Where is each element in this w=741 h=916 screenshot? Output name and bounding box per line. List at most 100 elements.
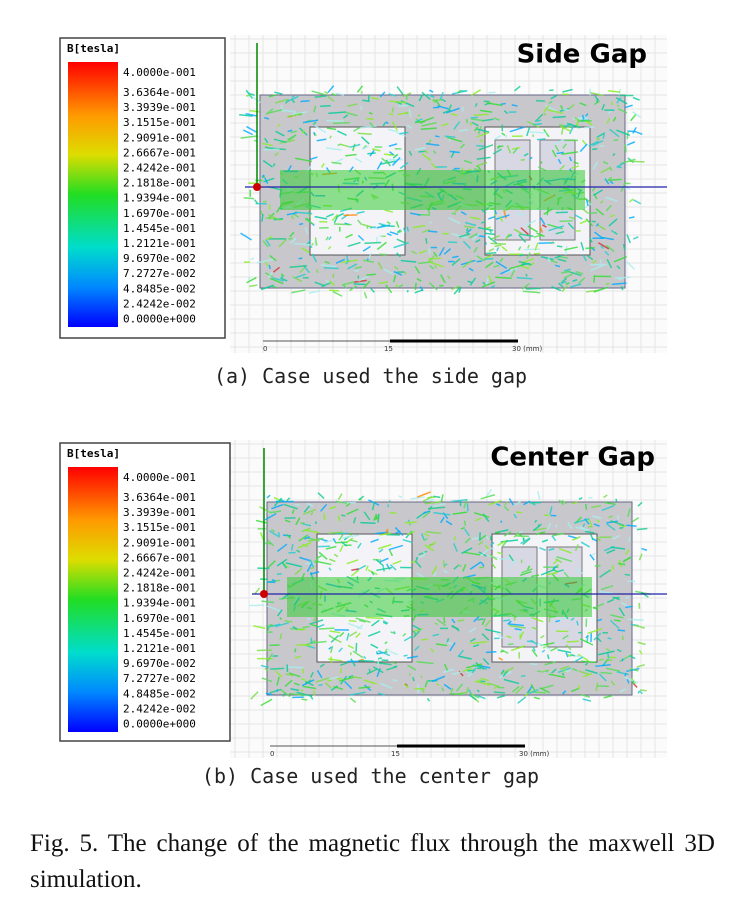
flux-vector: [559, 164, 566, 171]
flux-vector: [402, 632, 407, 637]
flux-vector: [566, 122, 582, 129]
flux-vector: [557, 158, 562, 164]
flux-vector: [534, 519, 538, 523]
legend-label: 9.6970e-002: [123, 657, 196, 670]
flux-vector: [462, 259, 473, 269]
flux-vector: [514, 85, 521, 92]
flux-vector: [416, 660, 434, 665]
flux-vector: [608, 178, 622, 181]
flux-vector: [537, 523, 542, 527]
flux-vector: [469, 216, 481, 220]
flux-vector: [375, 559, 385, 567]
flux-vector: [600, 245, 604, 250]
flux-vector: [527, 244, 530, 249]
flux-vector: [335, 92, 345, 96]
flux-vector: [559, 665, 570, 670]
flux-vector: [551, 149, 557, 158]
flux-vector: [555, 230, 565, 235]
flux-vector: [423, 537, 428, 541]
flux-vector: [490, 547, 494, 550]
flux-vector: [300, 677, 307, 682]
flux-vector: [312, 121, 317, 126]
legend-label: 7.2727e-002: [123, 267, 196, 280]
flux-vector: [567, 653, 572, 657]
flux-vector: [469, 637, 476, 643]
flux-vector: [563, 273, 573, 279]
flux-vector: [264, 272, 274, 278]
flux-vector: [324, 260, 330, 264]
flux-vector: [387, 128, 399, 133]
flux-vector: [379, 91, 386, 98]
flux-vector: [398, 283, 404, 288]
flux-vector: [478, 144, 494, 151]
flux-vector: [284, 679, 293, 688]
flux-vector: [266, 494, 271, 499]
flux-vector: [332, 290, 343, 297]
flux-vector: [239, 113, 253, 117]
flux-vector: [314, 281, 326, 287]
legend-title: B[tesla]: [67, 42, 120, 55]
flux-vector: [585, 669, 598, 675]
flux-vector: [335, 500, 348, 505]
flux-vector: [414, 146, 427, 151]
flux-vector: [548, 673, 566, 679]
flux-vector: [567, 521, 573, 529]
flux-vector: [393, 242, 409, 249]
flux-vector: [379, 557, 389, 563]
flux-vector: [422, 510, 431, 515]
flux-vector: [285, 673, 294, 677]
flux-vector: [289, 265, 307, 268]
flux-vector: [272, 277, 285, 282]
legend-label: 2.4242e-001: [123, 162, 196, 175]
flux-vector: [421, 153, 432, 162]
flux-vector: [354, 266, 363, 270]
flux-vector: [285, 562, 303, 568]
flux-vector: [424, 544, 435, 552]
flux-vector: [525, 287, 542, 290]
flux-vector: [406, 289, 409, 293]
flux-vector: [310, 671, 314, 678]
flux-vector: [633, 130, 643, 136]
flux-vector: [261, 677, 273, 683]
flux-vector: [583, 197, 592, 204]
flux-vector: [339, 676, 354, 682]
flux-vector: [427, 248, 431, 255]
flux-vector: [338, 631, 345, 638]
flux-vector: [362, 245, 371, 252]
flux-vector: [250, 691, 259, 700]
flux-vector: [302, 523, 312, 527]
flux-vector: [263, 177, 275, 183]
flux-vector: [288, 692, 305, 697]
flux-vector: [286, 95, 299, 103]
flux-vector: [625, 104, 633, 109]
flux-vector: [266, 605, 281, 612]
flux-vector: [332, 121, 350, 125]
flux-vector: [491, 562, 497, 569]
flux-vector: [369, 226, 376, 229]
flux-vector: [519, 570, 532, 577]
flux-vector: [306, 645, 316, 649]
flux-vector: [621, 635, 624, 641]
flux-vector: [601, 236, 614, 241]
flux-vector: [411, 250, 418, 255]
flux-vector: [388, 143, 398, 147]
flux-vector: [611, 282, 627, 286]
flux-vector: [458, 287, 462, 293]
flux-vector: [485, 251, 497, 255]
flux-vector: [275, 670, 283, 678]
flux-vector: [475, 517, 482, 522]
flux-vector: [303, 505, 310, 513]
flux-vector: [477, 618, 484, 621]
flux-vector: [610, 619, 620, 629]
center-leg: [287, 577, 592, 617]
flux-vector: [402, 227, 407, 234]
flux-vector: [310, 156, 318, 161]
flux-vector: [309, 571, 320, 575]
flux-vector: [451, 624, 460, 632]
flux-vector: [509, 559, 516, 568]
flux-vector: [517, 696, 527, 704]
flux-vector: [626, 234, 631, 244]
flux-vector: [403, 683, 409, 689]
flux-vector: [636, 527, 648, 531]
flux-vector: [624, 672, 627, 677]
